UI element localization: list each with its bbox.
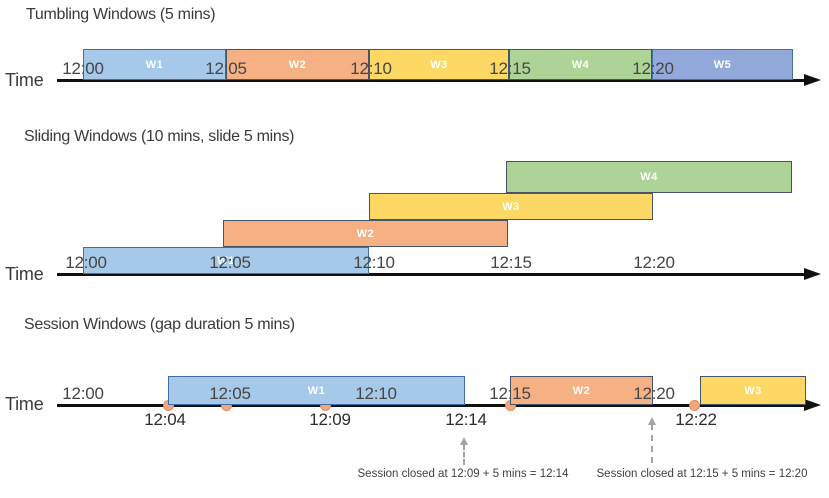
- window-box: W4: [509, 49, 652, 80]
- event-dot: [162, 400, 174, 411]
- tick-label: 12:00: [65, 253, 107, 272]
- tick-label: 12:15: [490, 253, 532, 272]
- event-time-label: 12:22: [675, 410, 717, 429]
- window-box: W3: [369, 49, 509, 80]
- tick-label: 12:15: [489, 59, 531, 78]
- tick-label: 12:10: [353, 253, 395, 272]
- timeline-arrowhead-icon: [804, 268, 821, 280]
- event-dot: [688, 400, 700, 411]
- tick-label: 12:10: [355, 384, 397, 403]
- window-box: W3: [700, 376, 806, 405]
- tick-label: 12:05: [205, 59, 247, 78]
- event-dot: [504, 400, 516, 411]
- window-box: W3: [369, 193, 653, 220]
- tick-label: 12:10: [350, 59, 392, 78]
- window-label: W3: [502, 200, 520, 213]
- section-title: Tumbling Windows (5 mins): [26, 6, 216, 23]
- tick-label: 12:20: [633, 253, 675, 272]
- tick-label: 12:20: [632, 59, 674, 78]
- event-time-label: 12:14: [445, 410, 487, 429]
- window-box: W2: [510, 376, 653, 405]
- event-time-label: 12:04: [144, 410, 186, 429]
- tick-label: 12:05: [209, 253, 251, 272]
- window-label: W2: [572, 384, 591, 397]
- dashed-arrow-up-icon: [460, 437, 468, 445]
- window-label: W4: [640, 171, 658, 183]
- window-label: W1: [217, 254, 235, 267]
- window-label: W2: [356, 227, 375, 240]
- window-box: W1: [83, 247, 369, 274]
- window-label: W1: [307, 384, 326, 397]
- dashed-arrow-line: [651, 424, 653, 463]
- timeline: [57, 273, 805, 276]
- window-label: W1: [145, 58, 164, 71]
- tick-label: 12:00: [62, 384, 104, 403]
- dashed-arrow-up-icon: [648, 417, 656, 425]
- session-closed-annotation: Session closed at 12:15 + 5 mins = 12:20: [596, 468, 808, 480]
- section-title: Session Windows (gap duration 5 mins): [24, 316, 295, 333]
- section-title: Sliding Windows (10 mins, slide 5 mins): [24, 128, 295, 145]
- tick-label: 12:20: [633, 384, 675, 403]
- tick-label: 12:00: [62, 59, 104, 78]
- time-axis-label: Time: [5, 394, 44, 414]
- window-box: W4: [506, 161, 792, 193]
- timeline: [57, 404, 805, 407]
- tick-label: 12:15: [489, 384, 531, 403]
- window-label: W4: [571, 58, 590, 71]
- window-label: W2: [288, 58, 307, 71]
- window-box: W1: [168, 376, 465, 405]
- time-axis-label: Time: [5, 70, 44, 90]
- time-axis-label: Time: [5, 264, 44, 284]
- window-box: W2: [226, 49, 369, 80]
- window-box: W2: [223, 220, 508, 247]
- window-label: W3: [744, 384, 762, 397]
- event-dot: [220, 400, 232, 411]
- event-time-label: 12:09: [309, 410, 351, 429]
- window-box: W1: [83, 49, 226, 80]
- session-closed-annotation: Session closed at 12:09 + 5 mins = 12:14: [357, 468, 569, 480]
- window-label: W5: [713, 58, 732, 71]
- window-label: W3: [430, 58, 448, 71]
- window-box: W5: [652, 49, 793, 80]
- event-dot: [319, 400, 331, 411]
- tick-label: 12:05: [209, 384, 251, 403]
- timeline-arrowhead-icon: [804, 399, 821, 411]
- timeline: [57, 79, 805, 82]
- dashed-arrow-line: [463, 444, 465, 465]
- timeline-arrowhead-icon: [804, 74, 821, 86]
